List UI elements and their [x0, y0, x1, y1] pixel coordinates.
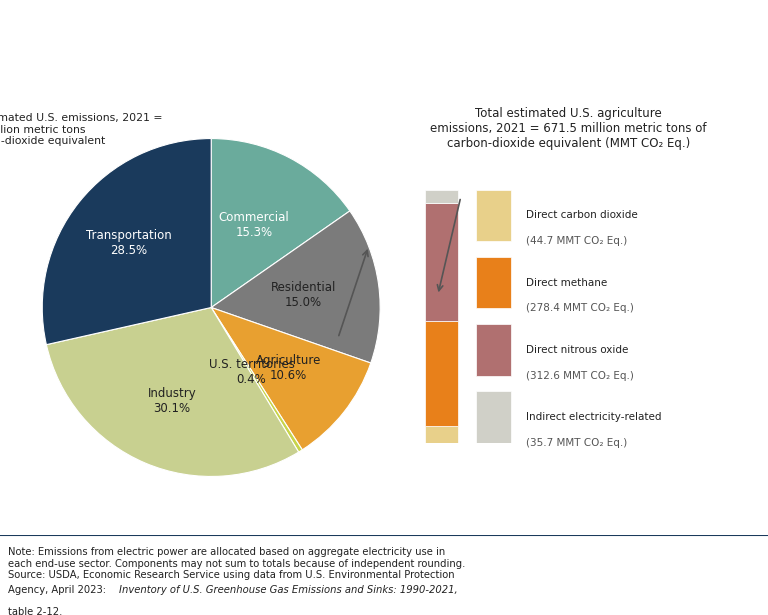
Text: table 2-12.: table 2-12. [8, 607, 62, 615]
Text: Direct carbon dioxide: Direct carbon dioxide [526, 210, 637, 221]
Text: Residential
15.0%: Residential 15.0% [0, 614, 1, 615]
Text: (35.7 MMT CO₂ Eq.): (35.7 MMT CO₂ Eq.) [526, 438, 627, 448]
Text: Total estimated U.S. emissions, 2021 =
6,340 million metric tons
of carbon-dioxi: Total estimated U.S. emissions, 2021 = 6… [0, 113, 163, 146]
Text: Estimated U.S. greenhouse gas emissions by economic sector,
with electricity-rel: Estimated U.S. greenhouse gas emissions … [9, 20, 573, 52]
Text: Agency, April 2023:: Agency, April 2023: [8, 585, 109, 595]
Wedge shape [46, 308, 299, 477]
Text: Indirect electricity-related: Indirect electricity-related [526, 412, 661, 422]
Wedge shape [42, 138, 211, 344]
Bar [425, 321, 458, 426]
Text: Industry
30.1%: Industry 30.1% [0, 614, 1, 615]
Text: U.S. territories
0.4%: U.S. territories 0.4% [209, 358, 294, 386]
Text: Note: Emissions from electric power are allocated based on aggregate electricity: Note: Emissions from electric power are … [8, 547, 465, 580]
Bar [476, 391, 511, 443]
Bar [425, 189, 458, 203]
Text: Total estimated U.S. agriculture
emissions, 2021 = 671.5 million metric tons of
: Total estimated U.S. agriculture emissio… [430, 107, 707, 150]
Bar [425, 203, 458, 321]
Wedge shape [211, 138, 350, 308]
Text: Commercial
15.3%: Commercial 15.3% [219, 211, 290, 239]
Text: Commercial
15.3%: Commercial 15.3% [0, 614, 1, 615]
Wedge shape [211, 211, 380, 363]
Text: Agriculture
10.6%: Agriculture 10.6% [0, 614, 1, 615]
Text: Residential
15.0%: Residential 15.0% [270, 280, 336, 309]
Text: (278.4 MMT CO₂ Eq.): (278.4 MMT CO₂ Eq.) [526, 303, 634, 314]
Text: Direct methane: Direct methane [526, 277, 607, 288]
Wedge shape [211, 308, 303, 452]
Text: Industry
30.1%: Industry 30.1% [147, 387, 196, 415]
Text: (312.6 MMT CO₂ Eq.): (312.6 MMT CO₂ Eq.) [526, 371, 634, 381]
Wedge shape [211, 308, 371, 450]
Text: Direct nitrous oxide: Direct nitrous oxide [526, 345, 628, 355]
Text: U.S. territories
0.4%: U.S. territories 0.4% [0, 614, 1, 615]
Text: Transportation
28.5%: Transportation 28.5% [86, 229, 172, 256]
Text: Agriculture
10.6%: Agriculture 10.6% [256, 354, 321, 382]
Bar [476, 189, 511, 241]
Text: (44.7 MMT CO₂ Eq.): (44.7 MMT CO₂ Eq.) [526, 236, 627, 247]
Bar [425, 426, 458, 443]
Text: Transportation
28.5%: Transportation 28.5% [0, 614, 1, 615]
Bar [476, 324, 511, 376]
Text: Inventory of U.S. Greenhouse Gas Emissions and Sinks: 1990-2021,: Inventory of U.S. Greenhouse Gas Emissio… [119, 585, 458, 595]
Bar [476, 257, 511, 309]
